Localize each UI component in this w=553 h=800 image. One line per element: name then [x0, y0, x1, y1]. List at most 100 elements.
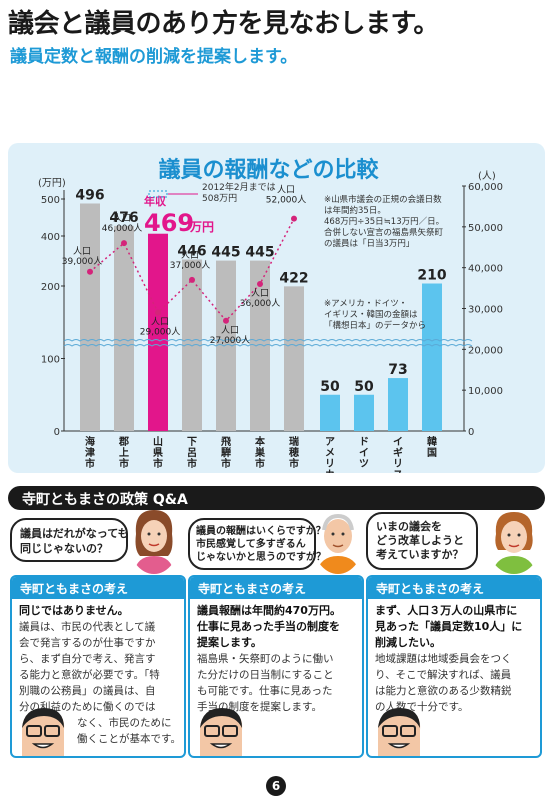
population-label-prefix: 人口 [277, 185, 295, 196]
question-2-line: 市民感覚して多すぎるん [196, 539, 306, 550]
category-label-char: 市 [187, 457, 197, 470]
answer-1-line: 働くことが基本です。 [77, 733, 181, 745]
answer-1-line: 別職の公務員」の議員は、自 [19, 685, 156, 697]
population-label-prefix: 人口 [113, 213, 131, 224]
question-3-line: いまの議会を [376, 520, 442, 533]
note-2-line: ※アメリカ・ドイツ・ [324, 299, 407, 309]
bar-value-label: 445 [211, 245, 240, 261]
mascot-illustration [200, 708, 243, 756]
bar-value-label: 445 [245, 245, 274, 261]
category-label-char: メ [325, 447, 335, 459]
left-tick-label: 0 [54, 427, 60, 438]
left-tick-label: 400 [41, 232, 60, 243]
left-tick-label: 200 [41, 282, 60, 293]
highlight-value: 469 [144, 209, 194, 237]
category-label-char: 呂 [187, 447, 197, 459]
bar [388, 378, 408, 431]
population-label: 27,000人 [210, 335, 251, 346]
category-label-char: 山 [153, 435, 163, 448]
population-label-prefix: 人口 [251, 288, 269, 299]
answer-2-lead: 議員報酬は年間約470万円。 [197, 604, 341, 617]
category-label-char: 県 [153, 446, 163, 459]
category-label-char: カ [325, 469, 335, 473]
population-label-prefix: 人口 [221, 325, 239, 336]
population-point [257, 281, 263, 287]
bar-value-label: 50 [354, 379, 374, 395]
question-3-line: どう改革しようと [376, 534, 464, 547]
question-2-line: 議員の報酬はいくらですか？ [196, 526, 326, 537]
answer-2-line: た分だけの日当制にすること [197, 669, 334, 681]
category-label-char: 騨 [220, 446, 231, 459]
note-2-line: イギリス・韓国の金額は [324, 309, 418, 320]
page-subtitle: 議員定数と報酬の削減を提案します。 [10, 47, 298, 67]
answer-1-line: なく、市民のために [77, 717, 172, 729]
category-label-char: 市 [119, 457, 129, 470]
category-label-char: 海 [85, 435, 95, 448]
bar [320, 394, 340, 431]
population-label: 46,000人 [102, 223, 143, 234]
category-label-char: 市 [255, 457, 265, 470]
bar-value-label: 496 [75, 187, 104, 203]
right-tick-label: 30,000 [468, 305, 503, 316]
category-label-char: 韓 [427, 435, 437, 448]
bar [80, 203, 100, 431]
axis-break-wave [63, 339, 473, 342]
bar-value-label: 476 [109, 210, 138, 226]
population-label: 29,000人 [140, 327, 181, 338]
category-label-char: 津 [85, 446, 95, 459]
young-woman-avatar [492, 512, 536, 574]
population-point [121, 240, 127, 247]
right-tick-label: 20,000 [468, 345, 503, 356]
bar [148, 233, 168, 431]
bar-value-label: 73 [388, 362, 407, 378]
category-label-char: 郡 [118, 436, 129, 448]
left-axis-unit: (万円) [38, 178, 66, 189]
answer-1-lead: 同じではありません。 [19, 604, 129, 617]
category-label-char: 飛 [220, 436, 231, 448]
population-label: 39,000人 [62, 256, 103, 267]
left-tick-label: 500 [41, 195, 60, 206]
bar [182, 259, 202, 431]
left-tick-label: 100 [41, 355, 60, 366]
note-2-line: 「構想日本」のデータから [324, 320, 426, 331]
answer-1-line: 議員は、市民の代表として議 [19, 621, 156, 633]
question-2-line: じゃないかと思うのですが？ [196, 552, 326, 563]
answer-2-line: 福島県・矢祭町のように働い [197, 653, 334, 665]
category-label-char: 瑞 [289, 435, 299, 448]
bar-value-label: 446 [177, 243, 206, 259]
question-bubble-3: いまの議会を どう改革しようと 考えていますか？ [366, 512, 478, 570]
bar [114, 225, 134, 431]
question-1-line: 議員はだれがなっても [20, 527, 129, 540]
mascot-illustration [22, 708, 65, 756]
population-point [87, 268, 93, 275]
answer-3-lead: 削減したい。 [375, 636, 441, 649]
answer-2-lead: 提案します。 [197, 636, 262, 649]
category-label-char: ア [325, 436, 335, 448]
category-label-char: 下 [187, 436, 197, 448]
category-label-char: ツ [359, 458, 369, 470]
highlight-unit: 万円 [189, 220, 214, 234]
bar [422, 283, 442, 431]
bar [250, 260, 270, 431]
category-label-char: リ [393, 458, 403, 470]
annotation-line: 508万円 [202, 193, 237, 204]
category-label-char: 巣 [254, 446, 266, 459]
category-label-char: 市 [153, 457, 163, 470]
answer-2-line: も可能です。仕事に見あった [197, 685, 333, 697]
annotation-line: 2012年2月までは [202, 181, 276, 193]
answer-3-line: は能力と意欲のある少数精鋭 [375, 685, 512, 697]
population-label-prefix: 人口 [151, 317, 169, 328]
population-label: 52,000人 [266, 195, 307, 206]
question-bubble-2: 議員の報酬はいくらですか？ 市民感覚して多すぎるん じゃないかと思うのですが？ [188, 518, 326, 570]
right-tick-label: 40,000 [468, 264, 503, 275]
category-label-char: イ [393, 436, 403, 448]
note-1-line: 468万円÷35日≒13万円／日。 [324, 217, 444, 227]
right-tick-label: 0 [468, 427, 474, 438]
page-number: 6 [266, 776, 286, 796]
category-label-char: 市 [85, 457, 95, 470]
bar [284, 286, 304, 431]
bar [216, 260, 236, 431]
population-point [155, 309, 161, 316]
answer-1-line: ら、まず自分で考え、発言す [19, 653, 156, 665]
elderly-man-avatar [316, 513, 360, 574]
